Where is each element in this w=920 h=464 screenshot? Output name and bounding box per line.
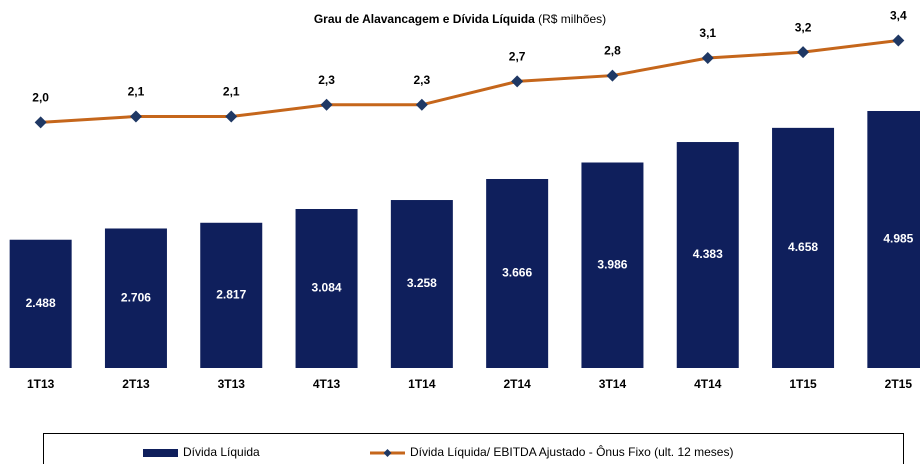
legend-label: Dívida Líquida — [183, 445, 260, 459]
data-label: 3.986 — [597, 257, 627, 271]
x-tick-label: 4T14 — [694, 377, 722, 391]
data-label: 4.658 — [788, 240, 818, 254]
bar — [867, 110, 920, 369]
x-tick-label: 2T14 — [503, 377, 531, 391]
marker — [415, 98, 428, 111]
marker — [511, 75, 524, 88]
marker — [892, 34, 905, 47]
legend-box — [43, 433, 904, 464]
data-label: 2,7 — [509, 50, 526, 64]
data-label: 2,3 — [318, 73, 335, 87]
data-label: 2.488 — [26, 296, 56, 310]
x-tick-label: 2T13 — [122, 377, 150, 391]
data-label: 2.706 — [121, 290, 151, 304]
data-label: 2,1 — [223, 85, 240, 99]
bar — [104, 228, 167, 368]
title-unit: (R$ milhões) — [538, 12, 606, 26]
data-label: 4.383 — [693, 247, 723, 261]
x-tick-label: 2T15 — [885, 377, 913, 391]
marker — [34, 116, 47, 129]
bar — [772, 127, 835, 369]
bar — [9, 239, 72, 368]
legend-marker — [383, 449, 392, 457]
data-label: 2,8 — [604, 44, 621, 58]
data-label: 3,1 — [699, 26, 716, 40]
x-tick-label: 3T13 — [218, 377, 246, 391]
title-main: Grau de Alavancagem e Dívida Líquida — [314, 12, 535, 26]
data-label: 4.985 — [883, 232, 913, 246]
bar — [486, 178, 549, 368]
marker — [129, 110, 142, 123]
bar — [200, 222, 263, 368]
data-label: 3,4 — [890, 9, 907, 23]
marker — [701, 52, 714, 65]
marker — [797, 46, 810, 59]
legend-swatch — [143, 449, 178, 457]
bar — [581, 162, 644, 368]
data-label: 3.084 — [312, 281, 342, 295]
bar — [390, 200, 453, 368]
marker — [320, 98, 333, 111]
x-tick-label: 1T15 — [789, 377, 817, 391]
chart-title: Grau de Alavancagem e Dívida Líquida (R$… — [314, 12, 606, 26]
marker — [225, 110, 238, 123]
line — [40, 38, 899, 124]
data-label: 2,3 — [414, 73, 431, 87]
x-tick-label: 1T14 — [408, 377, 436, 391]
x-tick-label: 4T13 — [313, 377, 341, 391]
bar — [676, 142, 739, 368]
data-label: 3.258 — [407, 276, 437, 290]
marker — [606, 69, 619, 82]
legend-label: Dívida Líquida/ EBITDA Ajustado - Ônus F… — [410, 444, 733, 459]
data-label: 2,0 — [32, 91, 49, 105]
data-label: 2.817 — [216, 288, 246, 302]
x-tick-label: 3T14 — [599, 377, 627, 391]
data-label: 3.666 — [502, 266, 532, 280]
data-label: 2,1 — [128, 85, 145, 99]
bar — [295, 209, 358, 368]
x-tick-label: 1T13 — [27, 377, 55, 391]
data-label: 3,2 — [795, 20, 812, 34]
